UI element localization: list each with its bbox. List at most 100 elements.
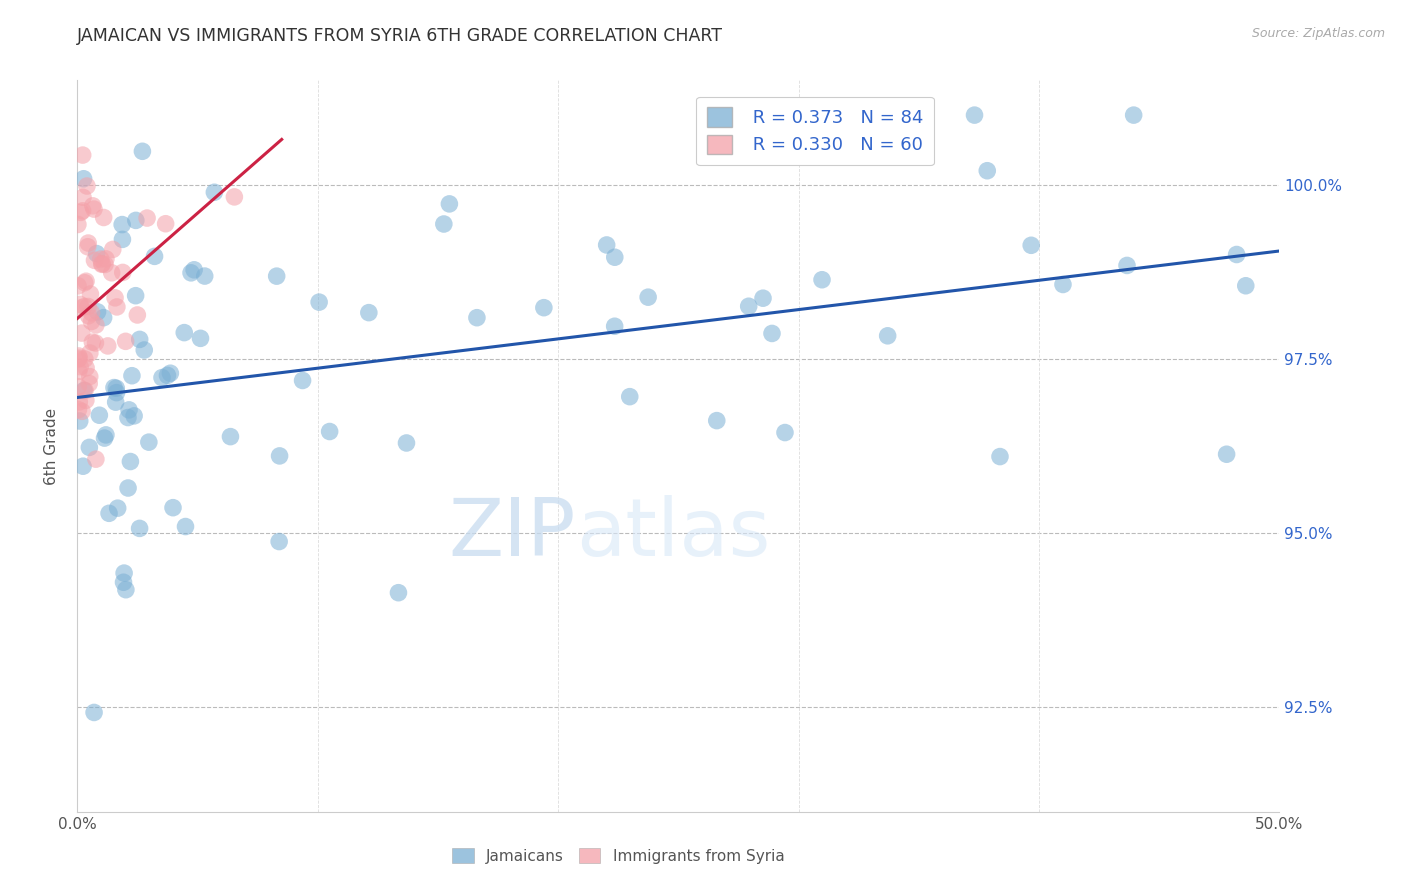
Y-axis label: 6th Grade: 6th Grade [44,408,59,484]
Point [219,429,242,443]
Point [75,384,97,398]
Point [73,276,96,290]
Legend: Jamaicans, Immigrants from Syria: Jamaicans, Immigrants from Syria [446,842,790,870]
Point [112,575,135,590]
Point [266,269,288,284]
Point [83,253,105,268]
Point [105,385,128,400]
Point [70,301,93,315]
Point [80,306,103,320]
Point [79,287,101,301]
Point [308,295,330,310]
Point [67,364,90,378]
Point [70,326,93,340]
Point [118,403,141,417]
Point [101,243,124,257]
Point [72,203,94,218]
Point [83,202,105,216]
Point [111,265,134,279]
Point [433,217,456,231]
Point [72,171,94,186]
Point [90,257,112,271]
Point [72,459,94,474]
Point [73,300,96,314]
Point [111,218,134,232]
Point [104,395,127,409]
Point [637,290,659,304]
Point [94,252,117,266]
Point [69,297,91,311]
Point [183,262,205,277]
Point [72,148,94,162]
Point [76,240,98,254]
Point [159,366,181,380]
Point [988,450,1011,464]
Point [136,211,159,225]
Point [86,246,108,260]
Point [395,436,418,450]
Point [773,425,796,440]
Point [89,409,111,423]
Point [128,521,150,535]
Point [83,706,105,720]
Point [1234,278,1257,293]
Point [111,232,134,246]
Point [75,274,97,288]
Point [82,199,104,213]
Text: atlas: atlas [576,495,770,573]
Point [73,351,96,366]
Point [93,310,115,325]
Point [82,335,104,350]
Point [70,404,93,418]
Point [67,352,90,367]
Point [86,305,108,319]
Point [173,326,195,340]
Point [125,213,148,227]
Text: ZIP: ZIP [449,495,576,573]
Point [67,351,90,366]
Text: JAMAICAN VS IMMIGRANTS FROM SYRIA 6TH GRADE CORRELATION CHART: JAMAICAN VS IMMIGRANTS FROM SYRIA 6TH GR… [77,27,723,45]
Point [75,360,97,375]
Point [603,319,626,334]
Point [69,205,91,219]
Point [67,395,90,409]
Point [77,300,100,314]
Point [752,291,775,305]
Point [465,310,488,325]
Point [112,566,135,580]
Point [124,288,146,302]
Point [69,359,91,374]
Point [79,346,101,360]
Point [134,343,156,357]
Point [318,425,340,439]
Point [93,431,115,445]
Point [104,291,127,305]
Point [79,369,101,384]
Point [811,273,834,287]
Point [291,374,314,388]
Point [1052,277,1074,292]
Text: Source: ZipAtlas.com: Source: ZipAtlas.com [1251,27,1385,40]
Point [131,145,153,159]
Point [194,268,217,283]
Point [77,376,100,391]
Point [117,410,139,425]
Point [69,414,91,428]
Point [67,278,90,293]
Point [619,390,641,404]
Point [75,393,97,408]
Point [269,534,291,549]
Point [1116,259,1139,273]
Point [1122,108,1144,122]
Point [100,266,122,280]
Point [67,349,90,363]
Point [77,309,100,323]
Point [976,163,998,178]
Point [94,257,117,271]
Point [94,428,117,442]
Point [77,235,100,250]
Point [84,336,107,351]
Point [84,318,107,332]
Point [97,339,120,353]
Point [115,582,138,597]
